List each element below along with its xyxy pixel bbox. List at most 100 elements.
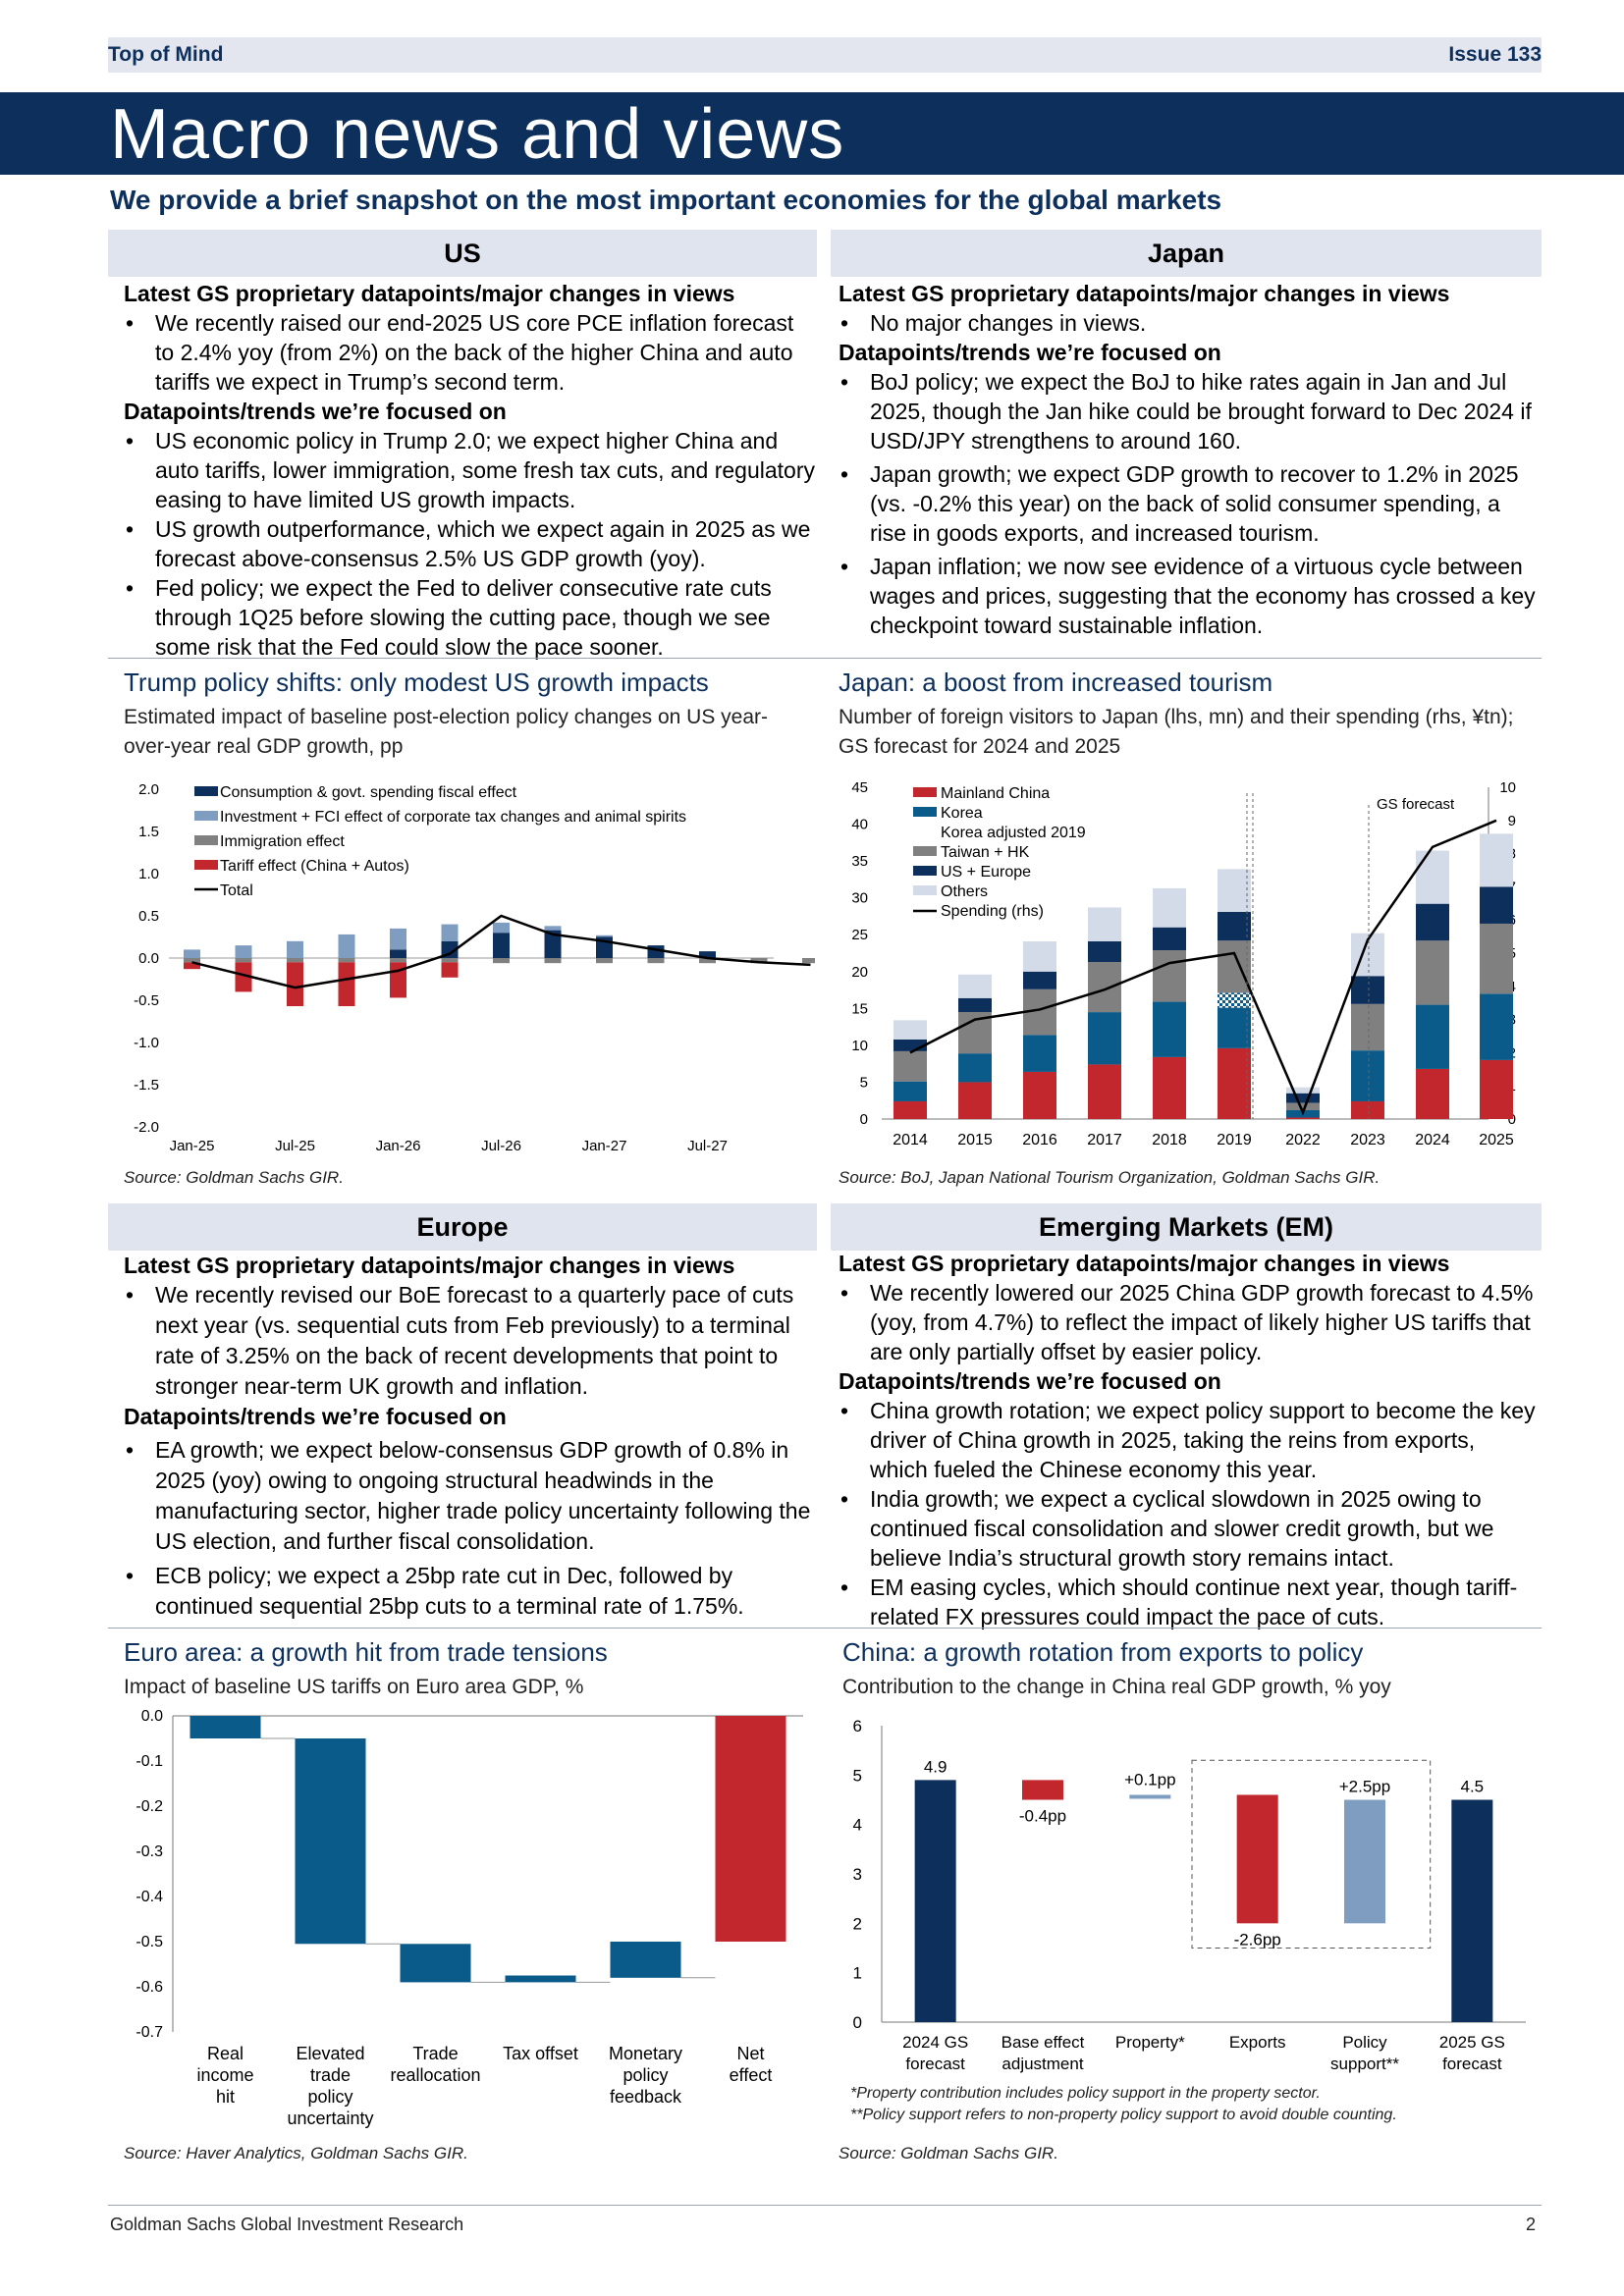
bar-segment bbox=[1153, 927, 1186, 950]
x-tick-label: policy bbox=[307, 2087, 352, 2107]
waterfall-bar bbox=[189, 1716, 261, 1738]
bar-segment bbox=[1218, 869, 1251, 912]
bar-segment bbox=[390, 958, 406, 963]
forecast-label: GS forecast bbox=[1377, 796, 1455, 813]
y-tick-label: 40 bbox=[851, 817, 868, 833]
bar-segment bbox=[1088, 1064, 1121, 1119]
japan-bullet: BoJ policy; we expect the BoJ to hike ra… bbox=[839, 367, 1538, 455]
bar-segment bbox=[893, 1081, 927, 1101]
waterfall-bar bbox=[295, 1738, 366, 1945]
em-bullet: We recently lowered our 2025 China GDP g… bbox=[839, 1278, 1538, 1366]
footer-divider bbox=[108, 2205, 1542, 2206]
bar-segment bbox=[1218, 1047, 1251, 1119]
us-chart-source: Source: Goldman Sachs GIR. bbox=[124, 1168, 344, 1187]
y2-tick-label: 9 bbox=[1508, 813, 1516, 829]
bar-segment bbox=[390, 928, 406, 950]
bar-segment bbox=[1416, 940, 1449, 1005]
y-tick-label: -2.0 bbox=[134, 1119, 159, 1136]
x-tick-label: 2019 bbox=[1217, 1132, 1252, 1148]
bar-segment bbox=[287, 958, 303, 963]
y-tick-label: 25 bbox=[851, 927, 868, 943]
bar-segment bbox=[287, 940, 303, 958]
x-tick-label: Elevated bbox=[296, 2044, 364, 2063]
japan-bullet: Japan inflation; we now see evidence of … bbox=[839, 552, 1538, 640]
bar-segment bbox=[1023, 971, 1056, 989]
x-tick-label: adjustment bbox=[1001, 2055, 1083, 2073]
us-bullet: US growth outperformance, which we expec… bbox=[124, 514, 817, 573]
x-tick-label: Jan-27 bbox=[582, 1138, 627, 1154]
x-tick-label: Tax offset bbox=[503, 2044, 578, 2063]
waterfall-bar bbox=[610, 1942, 681, 1978]
x-tick-label: policy bbox=[623, 2065, 668, 2085]
japan-chart-title: Japan: a boost from increased tourism bbox=[839, 667, 1273, 697]
x-tick-label: Jan-26 bbox=[376, 1138, 421, 1154]
waterfall-bar bbox=[914, 1780, 956, 2022]
waterfall-bar bbox=[400, 1944, 471, 1983]
legend-label: Spending (rhs) bbox=[941, 903, 1044, 920]
bar-segment bbox=[544, 958, 562, 964]
us-chart-subtitle: Estimated impact of baseline post-electi… bbox=[124, 706, 769, 758]
y-tick-label: -0.3 bbox=[135, 1843, 163, 1860]
y-tick-label: 30 bbox=[851, 890, 868, 907]
bar-segment bbox=[235, 958, 252, 963]
bar-segment bbox=[1480, 923, 1513, 994]
bar-segment bbox=[893, 1039, 927, 1051]
y-tick-label: -0.4 bbox=[135, 1889, 163, 1905]
euro-chart-title: Euro area: a growth hit from trade tensi… bbox=[124, 1637, 608, 1667]
y-tick-label: 2 bbox=[853, 1914, 862, 1933]
spending-line bbox=[909, 819, 1497, 1116]
y-tick-label: -0.7 bbox=[135, 2024, 163, 2041]
data-label: -0.4pp bbox=[1019, 1807, 1066, 1826]
bar-segment bbox=[184, 949, 200, 958]
data-label: 4.9 bbox=[924, 1757, 947, 1776]
europe-bullet: EA growth; we expect below-consensus GDP… bbox=[124, 1435, 817, 1557]
y-tick-label: 0.5 bbox=[138, 908, 159, 925]
x-tick-label: 2024 GS bbox=[902, 2033, 968, 2052]
y-tick-label: 0.0 bbox=[141, 1708, 163, 1725]
bar-segment bbox=[1088, 962, 1121, 1013]
bar-segment bbox=[1480, 993, 1513, 1060]
bar-segment bbox=[287, 962, 303, 1007]
legend-swatch bbox=[194, 835, 218, 845]
legend-swatch bbox=[194, 786, 218, 796]
divider bbox=[108, 1628, 1542, 1629]
em-heading-1: Latest GS proprietary datapoints/major c… bbox=[839, 1251, 1450, 1276]
x-tick-label: hit bbox=[216, 2087, 235, 2107]
y-tick-label: 0.0 bbox=[138, 950, 159, 967]
us-bullet: US economic policy in Trump 2.0; we expe… bbox=[124, 426, 817, 514]
us-section-header: US bbox=[108, 230, 817, 277]
bar-segment bbox=[1416, 1004, 1449, 1069]
x-tick-label: trade bbox=[310, 2065, 351, 2085]
us-text: Latest GS proprietary datapoints/major c… bbox=[124, 279, 817, 662]
y-tick-label: -0.1 bbox=[135, 1753, 163, 1770]
bar-segment bbox=[1153, 1056, 1186, 1119]
y-tick-label: -1.5 bbox=[134, 1077, 159, 1094]
bar-segment bbox=[1416, 850, 1449, 904]
bar-segment bbox=[1023, 1035, 1056, 1072]
x-tick-label: 2025 bbox=[1479, 1132, 1514, 1148]
bar-segment bbox=[338, 962, 355, 1007]
us-bullet: Fed policy; we expect the Fed to deliver… bbox=[124, 573, 817, 662]
japan-tourism-chart: 0510152025303540450123456789102014201520… bbox=[851, 779, 1516, 1148]
bar-segment bbox=[235, 945, 252, 958]
x-tick-label: Exports bbox=[1229, 2033, 1286, 2052]
bar-segment bbox=[1351, 1100, 1384, 1119]
bar-segment bbox=[1286, 1117, 1320, 1119]
bar-segment bbox=[958, 997, 992, 1013]
legend-swatch bbox=[913, 807, 937, 817]
y-tick-label: 15 bbox=[851, 1000, 868, 1017]
bar-segment bbox=[390, 949, 406, 958]
bar-segment bbox=[958, 1082, 992, 1119]
x-tick-label: 2017 bbox=[1087, 1132, 1122, 1148]
bar-segment bbox=[1023, 1071, 1056, 1119]
x-tick-label: 2025 GS bbox=[1439, 2033, 1505, 2052]
x-tick-label: forecast bbox=[1442, 2055, 1502, 2073]
top-bar: Top of Mind Issue 133 bbox=[108, 37, 1542, 73]
china-chart-source: Source: Goldman Sachs GIR. bbox=[839, 2144, 1058, 2163]
x-tick-label: reallocation bbox=[390, 2065, 480, 2085]
issue-number: Issue 133 bbox=[1448, 43, 1542, 66]
us-policy-chart: 2.0 1.5 1.0 0.5 0.0 -0.5 -1.0 -1.5 -2.0 Jan-25 Jul… bbox=[134, 781, 815, 1154]
legend-swatch bbox=[913, 787, 937, 797]
waterfall-bar bbox=[505, 1975, 576, 1983]
legend-label: Total bbox=[220, 882, 253, 899]
